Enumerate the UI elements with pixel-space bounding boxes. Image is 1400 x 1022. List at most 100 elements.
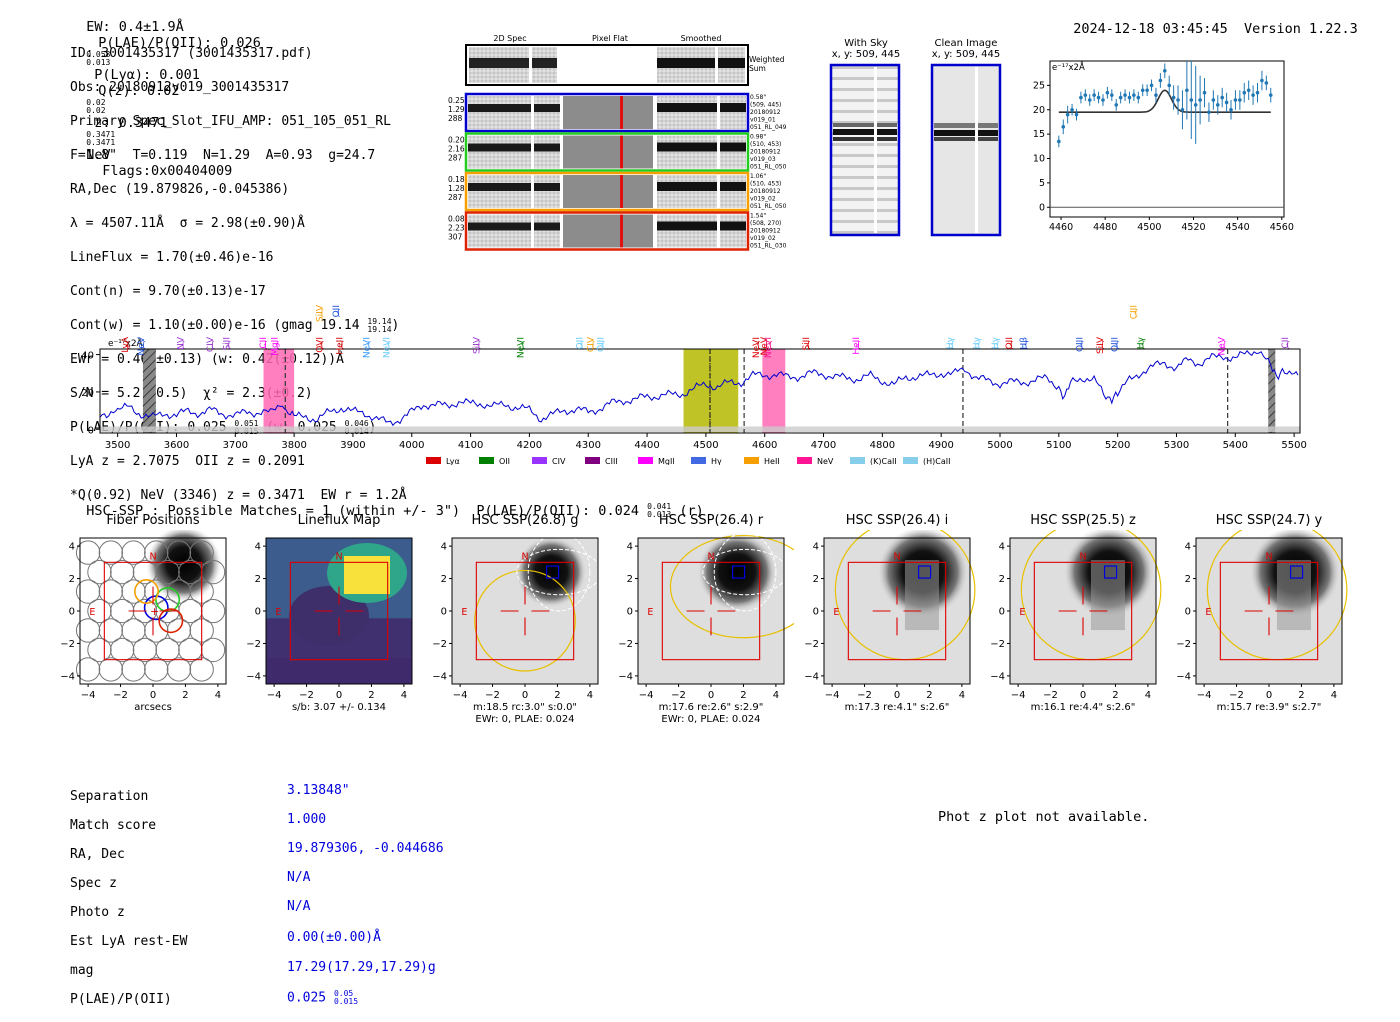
spec-legend-swatch [426,457,441,464]
hsc-xtick-label: 0 [1266,690,1272,701]
hsc-ytick-label: 4 [255,542,261,553]
zoom-data-point [1114,103,1119,107]
fiber-circle [75,618,101,643]
spec-line-bracket: { [768,340,773,349]
hsc-panel-caption: m:18.5 rc:3.0" s:0.0" [473,702,577,713]
zoom-data-point [1264,81,1269,85]
fiber-circle [75,657,101,682]
compass-east: E [1019,607,1025,618]
with-sky-image [829,63,901,237]
hsc-ytick-label: 2 [627,574,633,585]
hsc-xtick-label: −2 [299,690,314,701]
spec2d-row-meta: 20180912 [750,228,781,235]
spec-legend-swatch [903,457,918,464]
zoom-data-point [1079,95,1083,100]
spec-line-bracket: { [806,340,811,349]
hsc-xtick-label: 2 [740,690,746,701]
compass-north: N [1265,551,1272,562]
hsc-panel-image: N E 4 2 0 −2 −4 −4 −2 0 2 4 m:18.5 rc:3.0" s:0.0"EWr… [432,532,602,725]
spec-legend-swatch [638,457,653,464]
spec-line-bracket: { [521,340,526,349]
fiber-circle [166,540,192,565]
spec-line-bracket: { [226,340,231,349]
zoom-data-point [1242,90,1247,95]
spec-line-bracket: { [181,340,186,349]
source-box [545,565,560,579]
fiber-circle [109,559,135,585]
with-sky-xy: x, y: 509, 445 [831,49,901,60]
info-lineflux: LineFlux = 1.70(±0.46)e-16 [70,250,274,265]
spec2d-row-trace [468,222,560,231]
hsc-panel-caption: m:15.7 re:3.9" s:2.7" [1217,702,1322,713]
spec2d-row-pixelflat [563,175,655,208]
spec-ytick-label: 0 [88,425,94,436]
hsc-xtick-label: −2 [485,690,500,701]
fov-box [1033,561,1133,661]
fiber-circle [87,637,112,663]
spec-xtick-label: 3500 [105,440,130,451]
spec-legend-label: Lyα [446,457,460,465]
fiber-circle [132,637,158,663]
zoom-data-point [1171,95,1176,100]
zoom-ytick-label: 25 [1033,80,1045,91]
spec-line-label: NeV [137,336,147,355]
header-qz: Q(z): 0.02 [98,83,180,99]
compass-east: E [89,607,95,618]
zoom-ytick-label: 20 [1033,105,1045,116]
spec-xtick-label: 5300 [1164,440,1189,451]
hsc-xtick-label: 2 [1112,690,1118,701]
spec2d-row-flat-marker [620,135,623,169]
spec-line-bracket: { [476,340,481,349]
zoom-data-point [1083,93,1088,97]
spec-legend-label: MgII [658,457,675,465]
spec2d-col-smoothed: Smoothed [681,34,722,43]
spec2d-row-stat: 2.16 [448,145,465,154]
spec-legend: Lyα OII CIV CIII MgII Hγ HeII NeV (K)CaII (H)CaII [426,457,950,465]
zoom-data-point [1268,93,1273,97]
info-contw: Cont(w) = 1.10(±0.00)e-16 (gmag 19.14 19… [70,316,400,334]
spec-line-bracket: { [579,340,584,349]
hsc-xtick-label: 4 [401,690,407,701]
lineflux-peak [344,556,390,594]
fiber-highlight [134,579,159,605]
spec-shaded-region [683,349,739,433]
detection-info: ID: 3001435317 (3001435317.pdf) Obs: 201… [70,28,407,521]
spec-ytick-label: 40 [81,351,94,362]
spec2d-row-stat: 2.23 [448,224,465,233]
hsc-panel-title: HSC SSP(26.4) i [845,513,949,528]
spec2d-row-gap [717,96,720,129]
info-lambda: λ = 4507.11Å σ = 2.98(±0.90)Å [70,216,305,231]
spec-line-label: CII [1281,337,1291,349]
spec2d-row-meta: (510, 453) [750,141,781,148]
catalog-ellipse [527,532,591,612]
hsc-ytick-label: 4 [441,542,447,553]
hsc-xtick-label: −2 [857,690,872,701]
spec2d-row-smoothed [657,135,746,169]
spec2d-row-meta: (509, 445) [750,102,781,109]
compass-north: N [521,551,528,562]
spec-line-bracket: { [366,340,371,349]
spec2d-row-meta: 051_RL_049 [750,124,787,131]
fiber-circle [98,657,124,682]
spec-ytick-label: 20 [81,388,94,399]
source-box [731,565,746,579]
spec-line-label: NeVI [517,337,527,358]
zoom-data-point [1238,98,1242,102]
spec-legend-label: CIV [552,457,566,465]
source-box [917,565,932,579]
spec-xtick-label: 3700 [223,440,248,451]
fov-box [847,561,947,661]
hsc-panel: HSC SSP(26.4) r N E 4 2 0 −2 −4 −4 −2 0 2 4 m:17.6 re… [608,510,794,725]
clean-image-title: Clean Image x, y: 509, 445 [926,38,1006,60]
hsc-ytick-label: −2 [990,639,1005,650]
match-values: 3.13848" 1.000 19.879306, -0.044686 N/A … [287,769,444,1020]
zoom-data-point [1065,112,1070,117]
info-q: *Q(0.92) NeV (3346) z = 0.3471 EW r = 1.… [70,488,407,503]
match-val-photoz: N/A [287,898,311,914]
zoom-data-point [1110,93,1114,97]
spec-line-label: NeV [1218,336,1228,355]
spec2d-row-meta: 20180912 [750,188,781,195]
header-datetime: 2024-12-18 03:45:45 [1073,21,1228,37]
match-val-lya-ew: 0.00(±0.00)Å [287,929,381,945]
